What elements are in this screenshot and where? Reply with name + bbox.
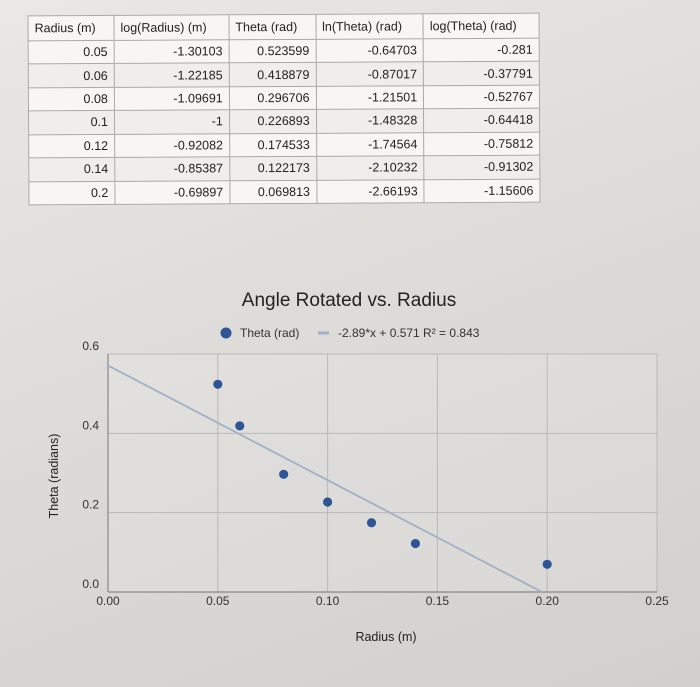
data-point (213, 379, 223, 389)
x-tick-label: 0.10 (316, 594, 340, 608)
x-tick-label: 0.15 (426, 594, 450, 608)
data-point (279, 469, 289, 479)
chart-legend: Theta (rad) -2.89*x + 0.571 R² = 0.843 (220, 326, 480, 340)
axes (107, 354, 657, 593)
y-tick-labels: 0.0 0.2 0.4 0.6 (82, 339, 99, 591)
y-axis-label: Theta (radians) (47, 434, 61, 519)
gridlines (107, 353, 658, 593)
data-point (366, 518, 377, 528)
data-point (235, 421, 245, 431)
plot-area (108, 354, 657, 592)
y-tick-label: 0.4 (82, 418, 99, 432)
legend-label-trendline: -2.89*x + 0.571 R² = 0.843 (338, 326, 480, 340)
x-tick-label: 0.05 (206, 594, 230, 608)
x-axis-label: Radius (m) (355, 630, 416, 644)
data-point (542, 559, 552, 569)
legend-label-theta: Theta (rad) (240, 326, 299, 340)
data-point (323, 497, 333, 507)
legend-marker-theta (220, 327, 232, 339)
trendline (107, 364, 543, 593)
data-point (410, 538, 421, 549)
x-tick-label: 0.20 (536, 594, 560, 608)
x-tick-labels: 0.00 0.05 0.10 0.15 0.20 0.25 (96, 594, 669, 608)
data-points (213, 379, 552, 569)
y-tick-label: 0.6 (82, 339, 99, 353)
x-tick-label: 0.00 (96, 594, 120, 608)
x-tick-label: 0.25 (645, 594, 669, 608)
chart-title: Angle Rotated vs. Radius (242, 290, 456, 311)
y-tick-label: 0.0 (82, 577, 99, 591)
y-tick-label: 0.2 (82, 498, 99, 512)
